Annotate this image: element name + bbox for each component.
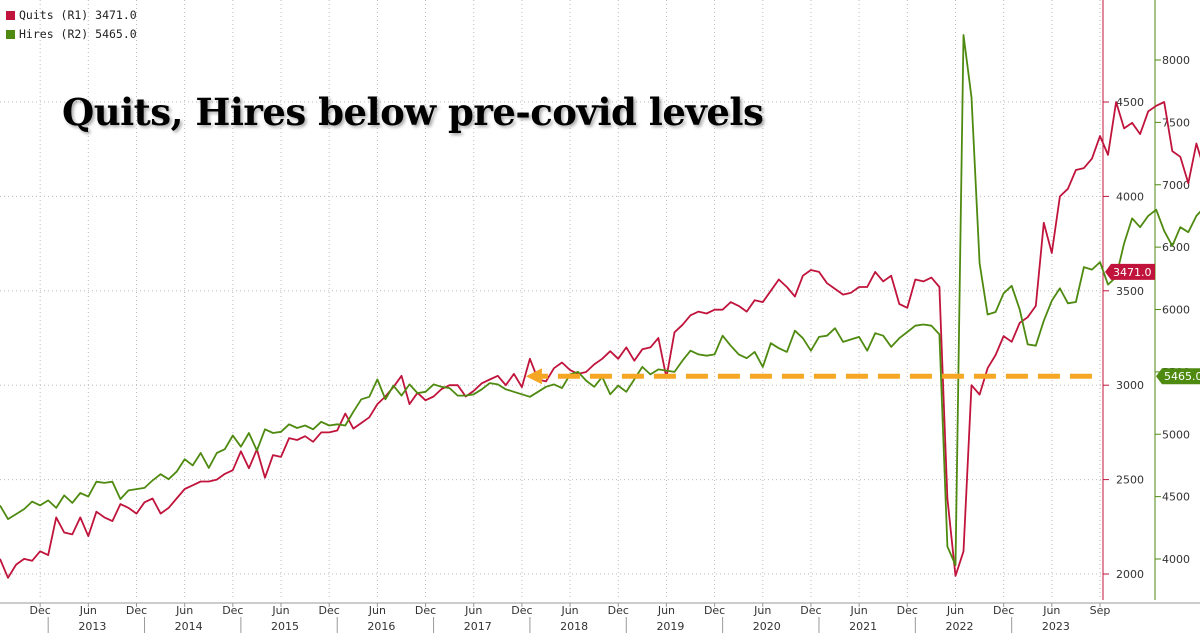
r1-tick-label: 2000 [1116,568,1144,581]
r1-tick-label: 3500 [1116,285,1144,298]
legend-item-quits: Quits (R1) 3471.0 [6,6,137,25]
chart-title: Quits, Hires below pre-covid levels [62,90,764,134]
x-tick-label: Jun [753,604,771,617]
year-label: 2015 [271,620,299,633]
arrow-head [525,368,542,385]
year-label: 2018 [560,620,588,633]
x-tick-label: Dec [704,604,725,617]
hires-last-value-bg [1156,368,1200,385]
x-tick-label: Dec [415,604,436,617]
x-tick-label: Jun [368,604,386,617]
r2-tick-label: 6500 [1162,241,1190,254]
grid [0,0,1103,600]
r1-tick-label: 2500 [1116,474,1144,487]
quits-last-value-bg [1105,263,1155,280]
legend: Quits (R1) 3471.0 Hires (R2) 5465.0 [6,6,137,44]
x-tick-label: Jun [1042,604,1060,617]
r2-tick-label: 5000 [1162,428,1190,441]
value-labels: 3471.0 5465.0 [1105,263,1200,385]
r2-tick-label: 8000 [1162,54,1190,67]
x-tick-label: Sep [1090,604,1111,617]
year-label: 2013 [78,620,106,633]
x-tick-label: Dec [126,604,147,617]
x-tick-label: Jun [657,604,675,617]
r2-tick-label: 7000 [1162,179,1190,192]
x-tick-label: Dec [222,604,243,617]
legend-swatch-quits [6,11,15,20]
r2-tick-label: 4000 [1162,553,1190,566]
year-label: 2021 [849,620,877,633]
x-tick-label: Dec [511,604,532,617]
x-tick-label: Dec [897,604,918,617]
legend-label-hires: Hires (R2) 5465.0 [19,27,137,41]
annotation [525,368,1092,385]
year-label: 2020 [753,620,781,633]
r2-tick-label: 4500 [1162,491,1190,504]
legend-label-quits: Quits (R1) 3471.0 [19,8,137,22]
legend-item-hires: Hires (R2) 5465.0 [6,25,137,44]
x-tick-label: Dec [993,604,1014,617]
x-tick-label: Dec [29,604,50,617]
x-tick-label: Dec [800,604,821,617]
hires-last-value: 5465.0 [1164,370,1200,383]
x-tick-label: Dec [319,604,340,617]
r1-tick-label: 4500 [1116,96,1144,109]
year-label: 2016 [367,620,395,633]
r1-tick-label: 3000 [1116,379,1144,392]
x-tick-label: Jun [175,604,193,617]
x-tick-label: Dec [608,604,629,617]
x-tick-label: Jun [850,604,868,617]
legend-swatch-hires [6,30,15,39]
x-tick-label: Jun [79,604,97,617]
hires-line [0,34,1200,567]
r2-tick-label: 6000 [1162,304,1190,317]
year-label: 2023 [1042,620,1070,633]
x-tick-label: Jun [271,604,289,617]
year-label: 2019 [656,620,684,633]
year-label: 2014 [175,620,203,633]
year-label: 2022 [945,620,973,633]
quits-last-value: 3471.0 [1113,266,1152,279]
x-tick-label: Jun [464,604,482,617]
r1-tick-label: 4000 [1116,190,1144,203]
x-tick-label: Jun [560,604,578,617]
year-label: 2017 [464,620,492,633]
x-tick-label: Jun [946,604,964,617]
quits-line [0,101,1200,579]
series [0,34,1200,579]
